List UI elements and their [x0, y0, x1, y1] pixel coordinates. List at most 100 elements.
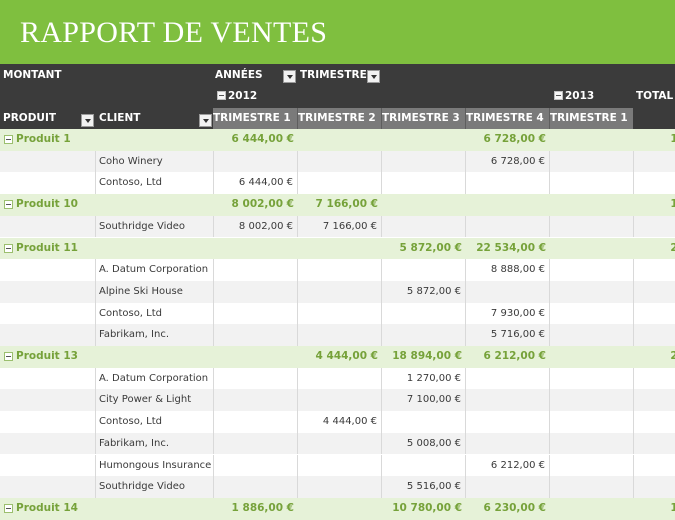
product-row[interactable]: Produit 11 5 872,00 € 22 534,00 € 28: [0, 237, 675, 260]
group-value: 18 894,00 €: [392, 350, 462, 362]
year-2012-collapse-icon[interactable]: [217, 91, 226, 100]
produit-filter-button[interactable]: [81, 114, 94, 127]
client-name: Contoso, Ltd: [95, 411, 213, 433]
client-value: [549, 476, 633, 498]
client-value: [381, 259, 465, 281]
group-value: 6 212,00 €: [483, 350, 546, 362]
client-value: [213, 367, 297, 390]
trimestre-filter-button[interactable]: [367, 70, 380, 83]
group-value: 6 728,00 €: [483, 133, 546, 145]
client-value: [213, 302, 297, 325]
client-value: [549, 280, 633, 303]
client-value: 4 444,00 €: [297, 411, 381, 433]
quarter-header-2012-q4: TRIMESTRE 4: [465, 108, 549, 129]
annees-filter-button[interactable]: [283, 70, 296, 83]
product-row[interactable]: Produit 14 1 886,00 € 10 780,00 € 6 230,…: [0, 497, 675, 520]
client-value: 6 444,00 €: [213, 172, 297, 195]
quarter-header-2012-q3: TRIMESTRE 3: [381, 108, 465, 129]
group-value: 22 534,00 €: [476, 241, 546, 254]
client-total: [633, 324, 675, 346]
collapse-icon[interactable]: [4, 135, 13, 144]
client-value: [465, 389, 549, 412]
collapse-icon[interactable]: [4, 200, 13, 210]
quarter-header-2012-q1: TRIMESTRE 1: [213, 108, 297, 129]
group-total: 18: [670, 501, 675, 514]
client-value: [549, 411, 633, 433]
group-value: 6 230,00 €: [483, 501, 546, 514]
client-value: [297, 432, 381, 455]
group-value: [381, 194, 465, 216]
client-value: [213, 432, 297, 455]
client-value: [465, 280, 549, 303]
product-row[interactable]: Produit 13 4 444,00 € 18 894,00 € 6 212,…: [0, 346, 675, 368]
group-total: 29: [670, 350, 675, 362]
collapse-icon[interactable]: [4, 243, 13, 253]
group-value: [381, 129, 465, 151]
client-total: [633, 367, 675, 390]
group-value: 10 780,00 €: [392, 501, 462, 514]
client-value: [297, 172, 381, 195]
client-name: Southridge Video: [95, 476, 213, 498]
client-total: [633, 454, 675, 477]
client-name: A. Datum Corporation: [95, 367, 213, 390]
collapse-icon[interactable]: [4, 503, 13, 513]
client-name: Fabrikam, Inc.: [95, 324, 213, 346]
montant-label: MONTANT: [3, 69, 62, 81]
client-name: City Power & Light: [95, 389, 213, 412]
client-value: 7 166,00 €: [297, 215, 381, 238]
client-total: [633, 432, 675, 455]
annees-label: ANNÉES: [215, 69, 263, 81]
group-value: 5 872,00 €: [399, 241, 462, 254]
client-value: 5 716,00 €: [465, 324, 549, 346]
client-total: [633, 150, 675, 173]
client-value: [549, 302, 633, 325]
group-value: [297, 129, 381, 151]
client-row: Contoso, Ltd 4 444,00 €: [0, 411, 675, 433]
group-total: 15: [670, 198, 675, 211]
client-total: [633, 215, 675, 238]
client-total: [633, 389, 675, 412]
client-total: [633, 280, 675, 303]
client-value: [465, 476, 549, 498]
client-value: [213, 150, 297, 173]
client-value: 5 008,00 €: [381, 432, 465, 455]
client-row: Fabrikam, Inc. 5 716,00 €: [0, 324, 675, 346]
client-value: [213, 259, 297, 281]
collapse-icon[interactable]: [4, 352, 13, 361]
total-label: TOTAL: [636, 90, 674, 102]
client-value: [549, 259, 633, 281]
client-value: [297, 259, 381, 281]
client-value: [549, 389, 633, 412]
year-2013-collapse-icon[interactable]: [554, 91, 563, 100]
client-row: Coho Winery 6 728,00 €: [0, 150, 675, 173]
group-value: [549, 194, 633, 216]
product-row[interactable]: Produit 10 8 002,00 € 7 166,00 € 15: [0, 194, 675, 216]
client-row: Humongous Insurance 6 212,00 €: [0, 454, 675, 477]
report-banner: RAPPORT DE VENTES: [0, 0, 675, 64]
client-value: [381, 302, 465, 325]
client-name: Southridge Video: [95, 215, 213, 238]
client-value: [549, 454, 633, 477]
client-value: [381, 454, 465, 477]
group-total: 28: [670, 241, 675, 254]
client-value: [213, 389, 297, 412]
year-2013-label: 2013: [565, 90, 595, 102]
client-value: [549, 324, 633, 346]
client-value: 1 270,00 €: [381, 367, 465, 390]
client-value: 5 872,00 €: [381, 280, 465, 303]
client-value: [297, 476, 381, 498]
client-row: A. Datum Corporation 8 888,00 €: [0, 259, 675, 281]
group-value: [549, 129, 633, 151]
client-filter-button[interactable]: [199, 114, 212, 127]
group-value: 7 166,00 €: [315, 198, 378, 211]
client-value: 8 002,00 €: [213, 215, 297, 238]
client-value: [549, 432, 633, 455]
client-value: [549, 215, 633, 238]
client-value: [381, 324, 465, 346]
client-value: [381, 411, 465, 433]
client-name: Fabrikam, Inc.: [95, 432, 213, 455]
client-row: Contoso, Ltd 6 444,00 €: [0, 172, 675, 195]
product-row[interactable]: Produit 1 6 444,00 € 6 728,00 € 13: [0, 129, 675, 151]
group-value: [549, 238, 633, 260]
client-value: [213, 454, 297, 477]
